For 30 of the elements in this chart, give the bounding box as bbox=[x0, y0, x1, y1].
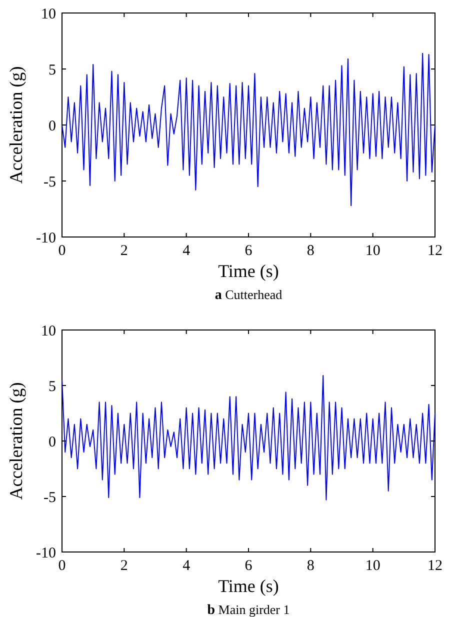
x-tick-label: 12 bbox=[428, 558, 442, 574]
x-tick-label: 6 bbox=[244, 243, 253, 259]
line-series bbox=[62, 375, 436, 500]
y-tick-label: -10 bbox=[36, 545, 56, 562]
text: a Cutterhead bbox=[214, 287, 283, 303]
x-tick-label: 4 bbox=[182, 243, 191, 259]
y-tick-label: -10 bbox=[36, 230, 56, 246]
x-tick-label: 8 bbox=[306, 243, 314, 259]
x-tick-label: 4 bbox=[182, 558, 191, 574]
y-tick-label: -5 bbox=[44, 490, 56, 506]
x-axis-title: Time (s) bbox=[218, 576, 279, 596]
y-tick-label: 0 bbox=[48, 118, 56, 134]
text: b Main girder 1 bbox=[207, 602, 290, 617]
y-tick-label: 0 bbox=[48, 434, 56, 450]
x-tick-label: 2 bbox=[120, 243, 128, 259]
y-tick-label: 5 bbox=[48, 378, 56, 395]
y-axis-title: Acceleration (g) bbox=[6, 66, 26, 184]
x-tick-label: 12 bbox=[428, 243, 442, 259]
x-tick-label: 6 bbox=[244, 558, 253, 574]
x-tick-label: 2 bbox=[120, 558, 128, 574]
line-series bbox=[62, 52, 436, 206]
x-tick-label: 8 bbox=[306, 558, 314, 574]
y-axis-title: Acceleration (g) bbox=[6, 382, 26, 500]
y-tick-label: -5 bbox=[44, 174, 56, 190]
y-tick-label: 10 bbox=[41, 6, 56, 22]
x-tick-label: 10 bbox=[365, 558, 380, 574]
x-tick-label: 10 bbox=[365, 243, 380, 259]
y-tick-label: 10 bbox=[41, 323, 56, 340]
y-tick-label: 5 bbox=[48, 62, 56, 78]
x-axis-title: Time (s) bbox=[218, 261, 279, 281]
